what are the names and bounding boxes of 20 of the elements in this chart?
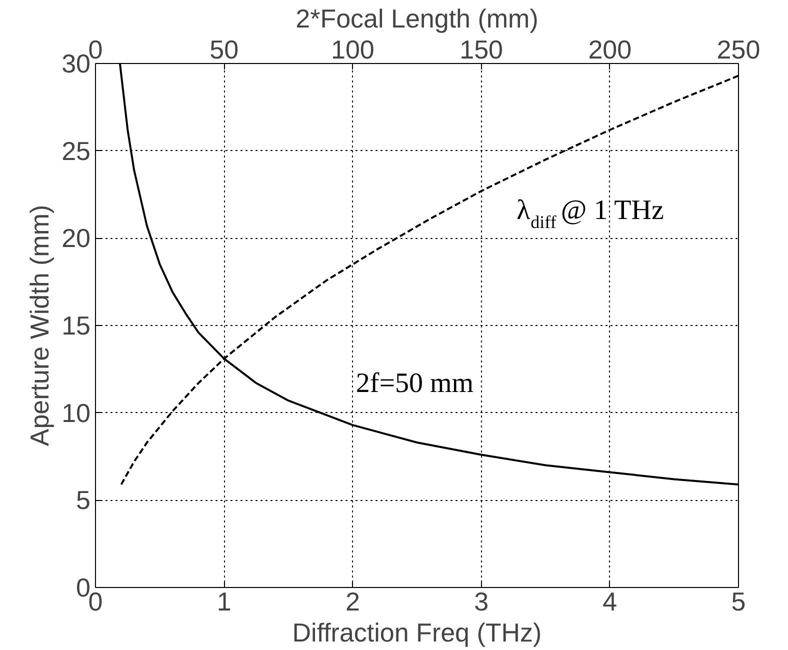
x2-tick-label: 200 bbox=[588, 34, 632, 64]
y-tick-label: 15 bbox=[62, 310, 90, 340]
y-tick-label: 20 bbox=[62, 223, 90, 254]
x-tick-label: 5 bbox=[731, 586, 746, 616]
y-tick-label: 5 bbox=[76, 485, 91, 516]
x2-tick-label: 250 bbox=[716, 34, 760, 64]
x2-axis-title: 2*Focal Length (mm) bbox=[296, 4, 538, 34]
x-tick-label: 4 bbox=[602, 586, 618, 616]
x-tick-label: 2 bbox=[345, 586, 360, 616]
y-axis-title: Aperture Width (mm) bbox=[24, 204, 55, 446]
annotation: 2f=50 mm bbox=[356, 368, 474, 399]
x-tick-label: 3 bbox=[474, 586, 489, 616]
x2-tick-label: 150 bbox=[460, 34, 503, 64]
x-tick-label: 1 bbox=[216, 586, 232, 616]
x-axis-title: Diffraction Freq (THz) bbox=[292, 618, 542, 648]
y-tick-label: 30 bbox=[62, 48, 90, 78]
x2-tick-label: 50 bbox=[210, 34, 239, 64]
y-tick-label: 25 bbox=[62, 136, 90, 166]
y-tick-label: 10 bbox=[62, 398, 90, 428]
x2-tick-label: 100 bbox=[331, 34, 374, 64]
